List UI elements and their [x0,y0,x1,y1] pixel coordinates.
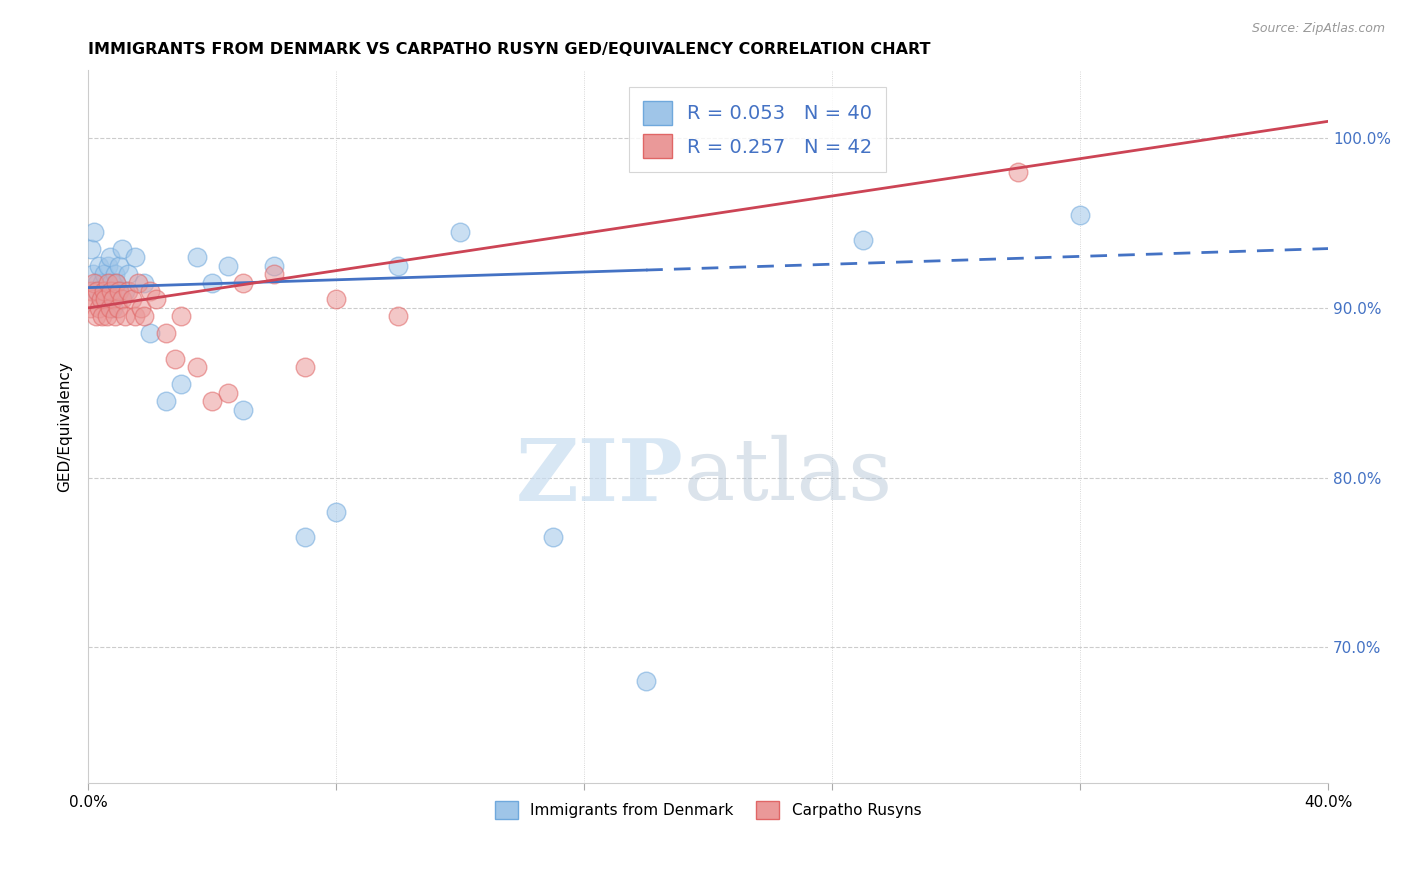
Point [105,276,128,290]
Point [80,284,103,298]
Point [105,276,128,290]
Point [139,284,162,298]
Y-axis label: GED/Equivalency: GED/Equivalency [58,361,72,492]
Point [1069,208,1091,222]
Point [117,284,139,298]
Point [96,310,118,324]
Point [325,293,347,307]
Point [84,284,107,298]
Point [90,293,112,307]
Point [103,267,125,281]
Point [1007,165,1029,179]
Point [91,276,114,290]
Point [263,259,285,273]
Legend: Immigrants from Denmark, Carpatho Rusyns: Immigrants from Denmark, Carpatho Rusyns [489,795,928,825]
Point [217,259,239,273]
Point [86,276,108,290]
Point [90,293,112,307]
Point [163,351,186,366]
Point [294,530,316,544]
Point [79,301,101,315]
Point [201,394,224,409]
Point [132,276,155,290]
Point [387,259,409,273]
Point [201,276,224,290]
Point [170,310,193,324]
Point [93,284,115,298]
Point [186,360,208,375]
Point [83,225,105,239]
Point [636,674,658,689]
Point [83,276,105,290]
Point [84,310,107,324]
Point [127,276,149,290]
Point [155,394,177,409]
Point [107,284,129,298]
Point [108,284,131,298]
Point [129,301,152,315]
Text: Source: ZipAtlas.com: Source: ZipAtlas.com [1251,22,1385,36]
Point [124,250,146,264]
Point [132,310,155,324]
Point [170,377,193,392]
Point [449,225,471,239]
Text: ZIP: ZIP [516,434,683,518]
Point [263,267,285,281]
Point [111,242,134,256]
Point [121,293,143,307]
Point [96,293,118,307]
Point [80,242,103,256]
Point [87,259,110,273]
Point [114,310,136,324]
Point [101,293,124,307]
Point [97,259,120,273]
Point [124,310,146,324]
Point [87,301,110,315]
Point [82,293,104,307]
Point [541,530,564,544]
Point [111,293,134,307]
Point [101,301,124,315]
Point [139,326,162,341]
Point [217,385,239,400]
Point [86,284,108,298]
Point [155,326,177,341]
Point [94,293,117,307]
Point [107,301,129,315]
Point [103,310,125,324]
Point [186,250,208,264]
Text: IMMIGRANTS FROM DENMARK VS CARPATHO RUSYN GED/EQUIVALENCY CORRELATION CHART: IMMIGRANTS FROM DENMARK VS CARPATHO RUSY… [89,42,931,57]
Text: atlas: atlas [683,435,893,518]
Point [325,505,347,519]
Point [100,276,122,290]
Point [108,259,131,273]
Point [232,276,254,290]
Point [232,402,254,417]
Point [98,250,121,264]
Point [98,301,121,315]
Point [114,284,136,298]
Point [852,233,875,247]
Point [387,310,409,324]
Point [100,284,122,298]
Point [93,267,115,281]
Point [117,267,139,281]
Point [145,293,167,307]
Point [94,284,117,298]
Point [91,310,114,324]
Point [82,267,104,281]
Point [97,276,120,290]
Point [294,360,316,375]
